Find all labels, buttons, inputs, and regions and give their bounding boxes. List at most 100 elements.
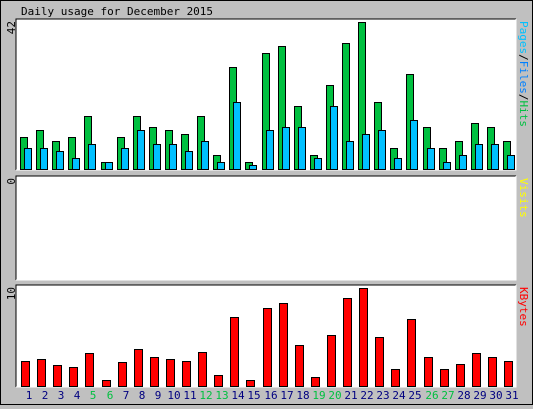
bar-files-16 [266,130,274,170]
bar-files-29 [475,144,483,170]
bar-files-17 [282,127,290,170]
bar-kbytes-23 [375,337,384,387]
bar-files-21 [346,141,354,170]
day-label-26: 26 [425,389,438,402]
ylabel-part-hits-files-pages-3: / [517,94,530,101]
bar-files-15 [249,165,257,170]
bar-files-11 [185,151,193,170]
bar-files-1 [24,148,32,170]
day-label-5: 5 [90,389,97,402]
bar-kbytes-8 [134,349,143,387]
bar-files-28 [459,155,467,170]
bar-kbytes-30 [488,357,497,387]
bar-kbytes-5 [85,353,94,387]
day-label-19: 19 [312,389,325,402]
bar-kbytes-14 [230,317,239,387]
panel-visits [16,176,516,280]
bar-kbytes-18 [295,345,304,387]
bar-kbytes-28 [456,364,465,387]
day-label-27: 27 [441,389,454,402]
day-label-24: 24 [392,389,406,402]
day-label-13: 13 [215,389,228,402]
bar-files-9 [153,144,161,170]
bar-kbytes-10 [166,359,175,387]
chart-title: Daily usage for December 2015 [21,5,213,18]
day-label-14: 14 [231,389,245,402]
day-label-22: 22 [360,389,373,402]
bar-files-7 [121,148,129,170]
bar-files-3 [56,151,64,170]
ymax-label-kbytes: 10 [5,287,18,300]
day-label-8: 8 [139,389,146,402]
bar-files-13 [217,162,225,170]
bar-kbytes-29 [472,353,481,387]
bar-kbytes-3 [53,365,62,387]
bar-kbytes-15 [246,380,255,387]
bar-kbytes-2 [37,359,46,387]
bar-files-20 [330,106,338,170]
day-label-12: 12 [199,389,212,402]
bar-files-14 [233,102,241,170]
ylabel-kbytes: KBytes [517,287,530,327]
day-label-7: 7 [123,389,130,402]
day-label-21: 21 [344,389,357,402]
day-label-30: 30 [489,389,502,402]
day-label-17: 17 [280,389,293,402]
panel-hits-files-pages-shadow-edge [15,18,516,170]
ylabel-part-kbytes-0: KBytes [517,287,530,327]
bar-files-31 [507,155,515,170]
bar-files-8 [137,130,145,170]
bar-files-6 [105,162,113,170]
day-label-6: 6 [107,389,114,402]
bar-kbytes-31 [504,361,513,387]
bar-files-23 [378,130,386,170]
ymax-label-hits-files-pages: 42 [5,21,18,34]
bar-files-27 [443,162,451,170]
bar-kbytes-24 [391,369,400,387]
bar-files-10 [169,144,177,170]
bar-kbytes-25 [407,319,416,387]
bar-kbytes-20 [327,335,336,387]
bar-files-5 [88,144,96,170]
day-label-16: 16 [264,389,277,402]
bar-kbytes-16 [263,308,272,387]
ylabel-part-hits-files-pages-0: Pages [517,21,530,54]
bar-files-26 [427,148,435,170]
bar-kbytes-27 [440,369,449,387]
bar-kbytes-26 [424,357,433,387]
bar-kbytes-4 [69,367,78,387]
bar-kbytes-9 [150,357,159,387]
bar-kbytes-22 [359,288,368,387]
bar-files-22 [362,134,370,170]
ylabel-hits-files-pages: Pages/Files/Hits [517,21,530,127]
day-label-1: 1 [26,389,33,402]
day-label-3: 3 [58,389,65,402]
day-label-20: 20 [328,389,341,402]
bar-files-19 [314,158,322,170]
ylabel-part-hits-files-pages-4: Hits [517,101,530,128]
bar-kbytes-21 [343,298,352,387]
day-label-31: 31 [505,389,518,402]
bar-files-12 [201,141,209,170]
bar-kbytes-11 [182,361,191,387]
bar-kbytes-17 [279,303,288,387]
panel-visits-highlight-edge [16,176,517,281]
bar-kbytes-1 [21,361,30,387]
day-label-11: 11 [183,389,196,402]
day-label-2: 2 [42,389,49,402]
bar-files-30 [491,144,499,170]
panel-kbytes-shadow-edge [15,284,516,387]
ylabel-visits: Visits [517,178,530,218]
panel-visits-shadow-edge [15,175,516,280]
bar-files-24 [394,158,402,170]
day-label-15: 15 [247,389,260,402]
bar-kbytes-6 [102,380,111,387]
ymax-label-visits: 0 [5,178,18,185]
bar-kbytes-19 [311,377,320,387]
bar-kbytes-13 [214,375,223,387]
day-label-25: 25 [408,389,421,402]
day-label-29: 29 [473,389,486,402]
bar-kbytes-12 [198,352,207,387]
day-label-9: 9 [155,389,162,402]
